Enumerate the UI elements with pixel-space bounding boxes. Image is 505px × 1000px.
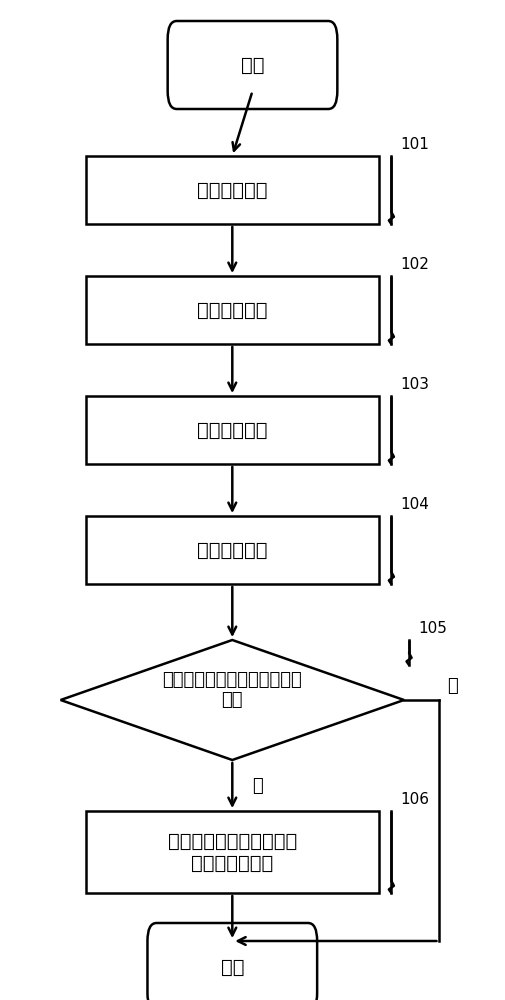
Text: 否: 否: [447, 677, 458, 695]
Text: 开始: 开始: [241, 55, 264, 75]
Polygon shape: [61, 640, 404, 760]
Bar: [86, 156, 379, 224]
Text: 105: 105: [418, 621, 447, 636]
Text: 获取第一密钥: 获取第一密钥: [197, 420, 268, 440]
FancyBboxPatch shape: [147, 923, 317, 1000]
Bar: [86, 396, 379, 464]
Bar: [86, 276, 379, 344]
Text: 106: 106: [400, 792, 429, 807]
FancyBboxPatch shape: [168, 21, 337, 109]
Text: 结束: 结束: [221, 958, 244, 976]
Bar: [86, 516, 379, 584]
Text: 对加密数据进行解密，获
取解密后的数据: 对加密数据进行解密，获 取解密后的数据: [168, 832, 297, 872]
Text: 是: 是: [252, 776, 263, 794]
Text: 获取目标密钥: 获取目标密钥: [197, 540, 268, 560]
Text: 103: 103: [400, 377, 429, 392]
Text: 判断目标密钥与原始密钥是否
匹配: 判断目标密钥与原始密钥是否 匹配: [163, 671, 302, 709]
Text: 获取第二密钥: 获取第二密钥: [197, 300, 268, 320]
Bar: [86, 811, 379, 893]
Text: 101: 101: [400, 137, 429, 152]
Text: 102: 102: [400, 257, 429, 272]
Text: 104: 104: [400, 497, 429, 512]
Text: 接收传输数据: 接收传输数据: [197, 180, 268, 200]
